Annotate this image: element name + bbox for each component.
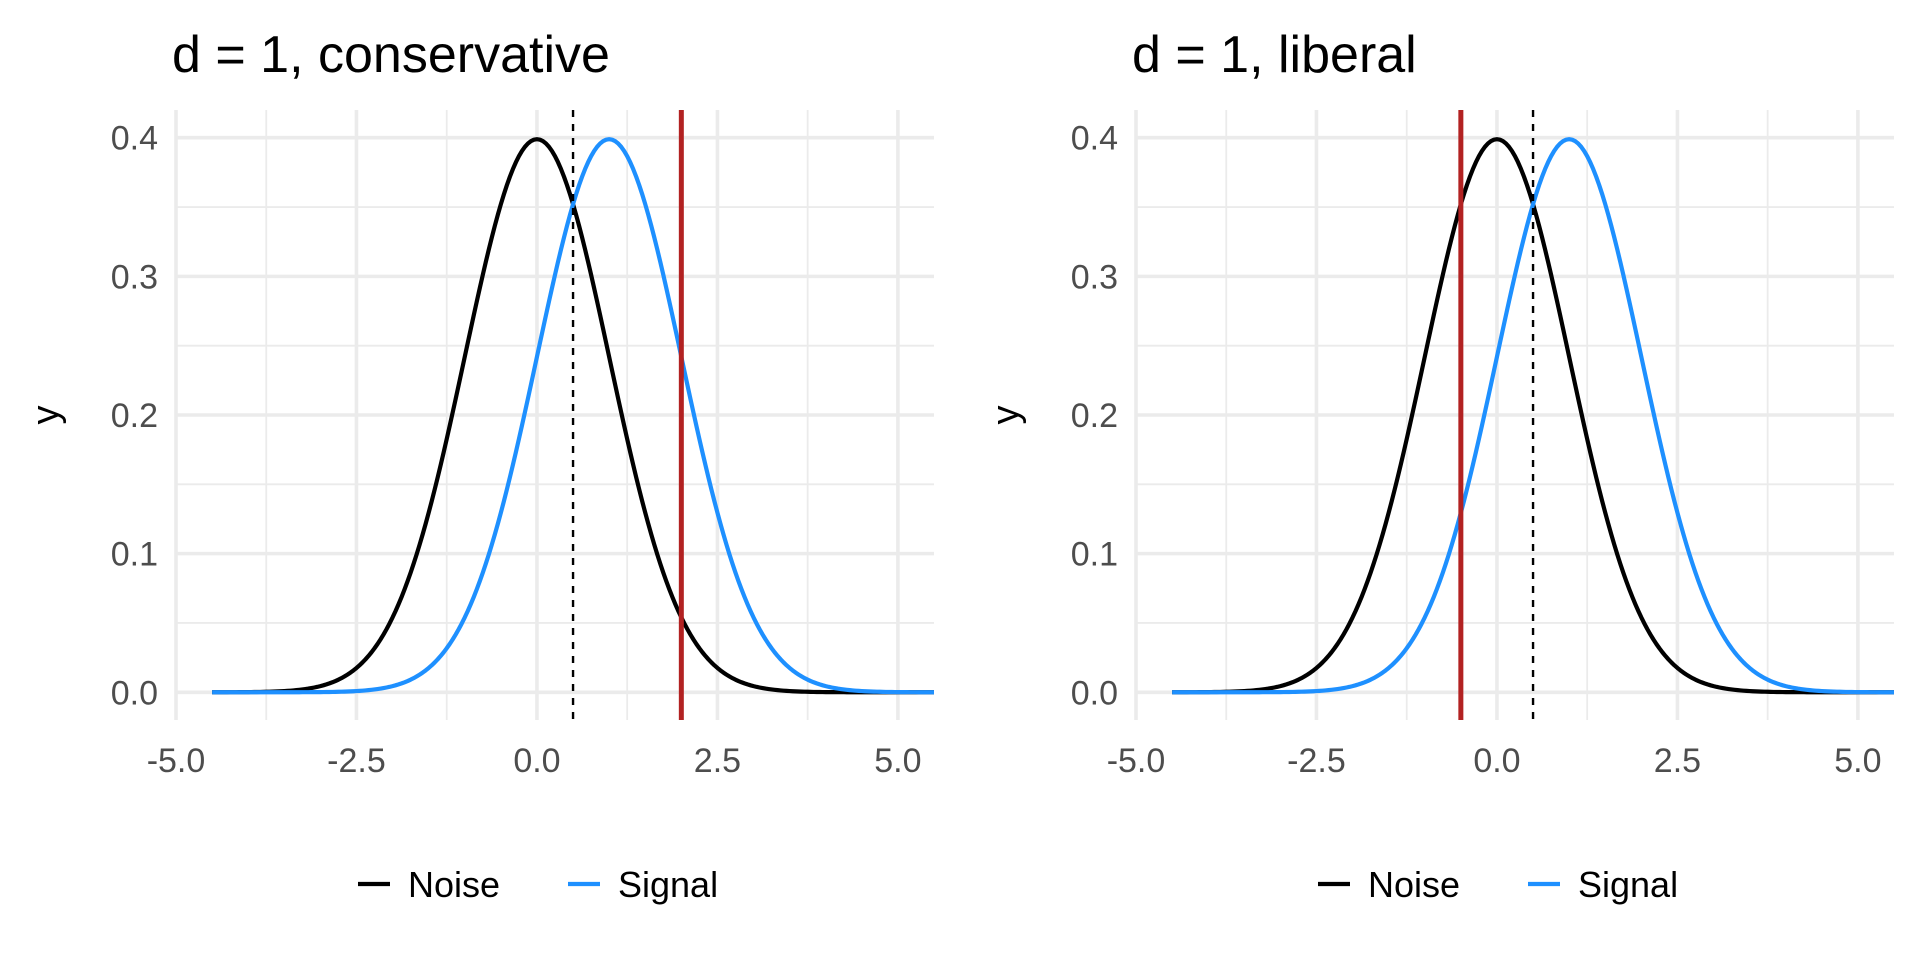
x-tick-label: -2.5 [327, 742, 386, 780]
y-tick-label: 0.3 [111, 258, 158, 296]
panel-title: d = 1, liberal [1132, 26, 1417, 84]
y-tick-label: 0.1 [111, 536, 158, 574]
y-tick-label: 0.4 [111, 120, 158, 158]
x-tick-label: 0.0 [513, 742, 560, 780]
x-tick-label: -5.0 [1107, 742, 1166, 780]
x-tick-label: 2.5 [1654, 742, 1701, 780]
panel-1: -5.0 -2.5 0.0 2.5 5.0 0.0 0.1 0.2 0.3 0.4 d = 1, c… [25, 26, 934, 905]
series-line-signal [1172, 137, 1894, 695]
y-axis-title: y [985, 406, 1027, 425]
legend-label-signal: Signal [1578, 864, 1678, 905]
x-tick-label: 2.5 [694, 742, 741, 780]
y-tick-label: 0.2 [1071, 397, 1118, 435]
legend-label-noise: Noise [1368, 864, 1460, 905]
legend: Noise Signal [358, 864, 718, 905]
y-tick-label: 0.0 [1071, 674, 1118, 712]
x-tick-label: 0.0 [1473, 742, 1520, 780]
x-tick-label: 5.0 [1834, 742, 1881, 780]
y-tick-label: 0.2 [111, 397, 158, 435]
legend: Noise Signal [1318, 864, 1678, 905]
x-tick-label: 5.0 [874, 742, 921, 780]
series-line-signal [212, 137, 934, 695]
legend-label-signal: Signal [618, 864, 718, 905]
legend-label-noise: Noise [408, 864, 500, 905]
panel-2: -5.0 -2.5 0.0 2.5 5.0 0.0 0.1 0.2 0.3 0.4 d = 1, l… [985, 26, 1894, 905]
y-axis-title: y [25, 406, 67, 425]
y-tick-label: 0.4 [1071, 120, 1118, 158]
x-tick-label: -2.5 [1287, 742, 1346, 780]
y-tick-label: 0.3 [1071, 258, 1118, 296]
y-tick-label: 0.1 [1071, 536, 1118, 574]
y-tick-label: 0.0 [111, 674, 158, 712]
x-tick-label: -5.0 [147, 742, 206, 780]
panel-title: d = 1, conservative [172, 26, 610, 84]
